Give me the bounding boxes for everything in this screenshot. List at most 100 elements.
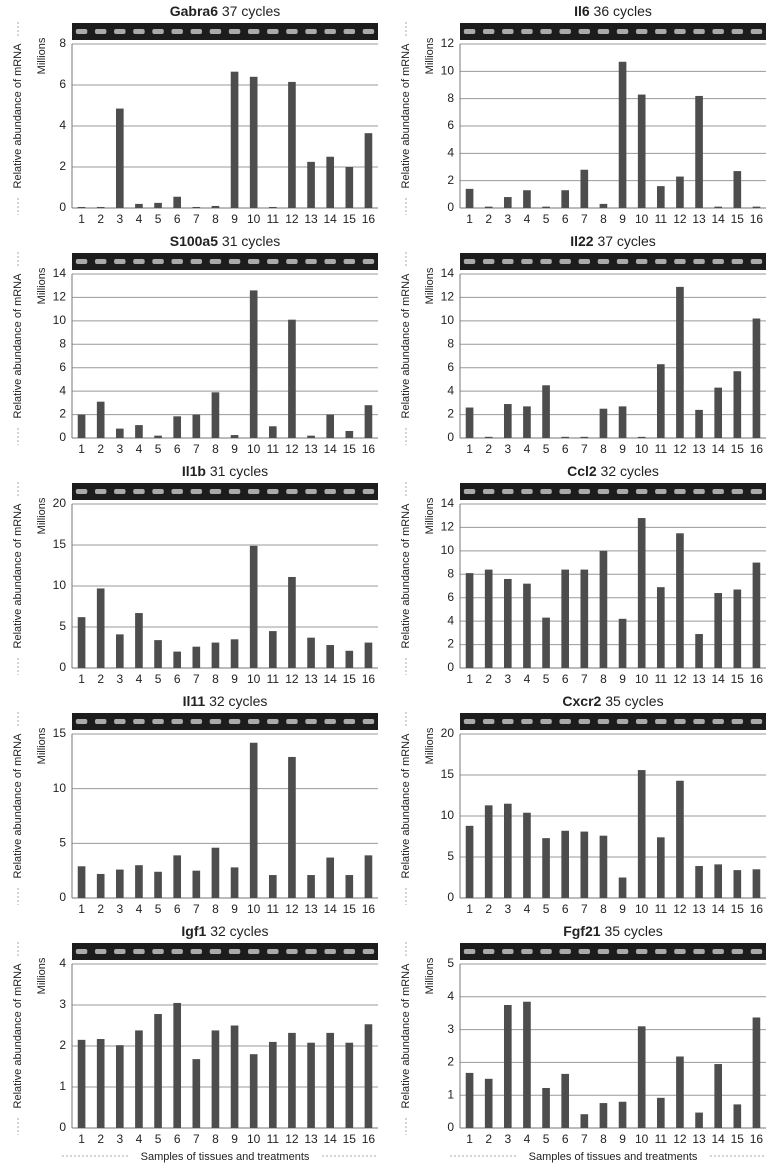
gel-band bbox=[559, 949, 571, 954]
gel-image bbox=[460, 23, 766, 40]
gel-band bbox=[343, 259, 356, 264]
bar bbox=[307, 637, 315, 668]
y-tick-label: 14 bbox=[441, 496, 455, 510]
gel-image bbox=[460, 943, 766, 960]
x-tick-label: 1 bbox=[78, 1132, 85, 1146]
x-tick-label: 7 bbox=[581, 672, 588, 686]
x-tick-label: 3 bbox=[504, 902, 511, 916]
gel-band bbox=[114, 489, 126, 494]
gel-band bbox=[482, 719, 495, 724]
y-tick-label: 15 bbox=[53, 726, 67, 740]
bar bbox=[484, 805, 493, 898]
gel-band bbox=[171, 489, 183, 494]
bar bbox=[676, 176, 684, 208]
bar bbox=[96, 401, 105, 438]
x-tick-label: 15 bbox=[731, 212, 745, 226]
gel-band bbox=[152, 259, 164, 264]
gel-band bbox=[674, 259, 686, 264]
x-tick-label: 1 bbox=[78, 442, 85, 456]
bar bbox=[211, 1030, 220, 1128]
y-tick-label: 0 bbox=[447, 430, 454, 444]
gel-band bbox=[616, 949, 629, 954]
bar bbox=[523, 406, 531, 438]
x-axis-label: Samples of tissues and treatments bbox=[529, 1151, 698, 1163]
gel-band bbox=[305, 259, 317, 264]
y-tick-label: 10 bbox=[53, 781, 67, 795]
y-tick-label: 4 bbox=[447, 613, 454, 627]
bar bbox=[288, 1032, 296, 1128]
gene-name: Il11 bbox=[183, 693, 206, 709]
gel-band bbox=[94, 29, 107, 34]
x-tick-label: 7 bbox=[193, 1132, 200, 1146]
gel-band bbox=[75, 259, 88, 264]
bar bbox=[656, 1097, 665, 1128]
gel-band bbox=[616, 719, 629, 724]
x-tick-label: 16 bbox=[362, 442, 376, 456]
bar bbox=[599, 1103, 608, 1128]
gel-band bbox=[463, 719, 476, 724]
x-tick-label: 1 bbox=[466, 672, 473, 686]
gene-name: Gabra6 bbox=[170, 3, 218, 19]
gel-band bbox=[540, 29, 552, 34]
x-tick-label: 15 bbox=[343, 672, 357, 686]
bar bbox=[268, 206, 277, 208]
x-tick-label: 7 bbox=[581, 902, 588, 916]
x-tick-label: 11 bbox=[267, 902, 280, 916]
bar bbox=[115, 634, 124, 668]
bar bbox=[503, 1005, 512, 1128]
y-tick-label: 4 bbox=[447, 989, 454, 1003]
cycle-count: 36 cycles bbox=[594, 3, 652, 19]
x-tick-label: 11 bbox=[267, 442, 280, 456]
y-tick-label: 5 bbox=[447, 849, 454, 863]
y-tick-label: 2 bbox=[59, 159, 66, 173]
gel-band bbox=[324, 29, 336, 34]
x-tick-label: 14 bbox=[324, 1132, 338, 1146]
bar bbox=[77, 414, 86, 438]
gel-band bbox=[114, 719, 126, 724]
bar bbox=[714, 864, 723, 898]
x-tick-label: 3 bbox=[116, 902, 123, 916]
bar bbox=[230, 1025, 239, 1128]
y-tick-label: 10 bbox=[441, 64, 455, 78]
y-tick-label: 0 bbox=[447, 200, 454, 214]
gene-name: S100a5 bbox=[170, 233, 218, 249]
bar bbox=[618, 618, 627, 668]
label-bg bbox=[399, 266, 413, 426]
bar bbox=[733, 870, 742, 898]
bar bbox=[173, 855, 182, 898]
gel-band bbox=[463, 259, 476, 264]
bar bbox=[364, 855, 373, 898]
bar bbox=[733, 589, 742, 668]
x-tick-label: 14 bbox=[712, 1132, 726, 1146]
x-tick-label: 15 bbox=[731, 672, 745, 686]
gel-band bbox=[209, 949, 222, 954]
y-tick-label: 12 bbox=[53, 290, 67, 304]
x-tick-label: 14 bbox=[712, 672, 726, 686]
x-tick-label: 3 bbox=[116, 672, 123, 686]
y-tick-label: 6 bbox=[447, 118, 454, 132]
bar bbox=[307, 1042, 315, 1128]
x-tick-label: 6 bbox=[174, 672, 181, 686]
label-bg bbox=[11, 36, 25, 196]
gel-band bbox=[286, 719, 298, 724]
gel-band bbox=[655, 489, 667, 494]
gel-band bbox=[674, 949, 686, 954]
gel-band bbox=[190, 719, 203, 724]
cycle-count: 32 cycles bbox=[210, 923, 268, 939]
bar bbox=[96, 206, 105, 208]
x-tick-label: 12 bbox=[673, 902, 687, 916]
bar bbox=[637, 436, 646, 438]
y-axis-label: Relative abundance of mRNA bbox=[400, 43, 412, 189]
x-tick-label: 13 bbox=[304, 1132, 318, 1146]
bar bbox=[211, 205, 220, 208]
y-tick-label: 10 bbox=[53, 313, 67, 327]
gel-band bbox=[305, 29, 317, 34]
gel-band bbox=[267, 259, 279, 264]
gel-band bbox=[655, 719, 667, 724]
gel-band bbox=[482, 259, 495, 264]
gel-band bbox=[578, 259, 591, 264]
bar bbox=[288, 81, 296, 208]
bar bbox=[465, 407, 474, 438]
gel-band bbox=[228, 29, 241, 34]
